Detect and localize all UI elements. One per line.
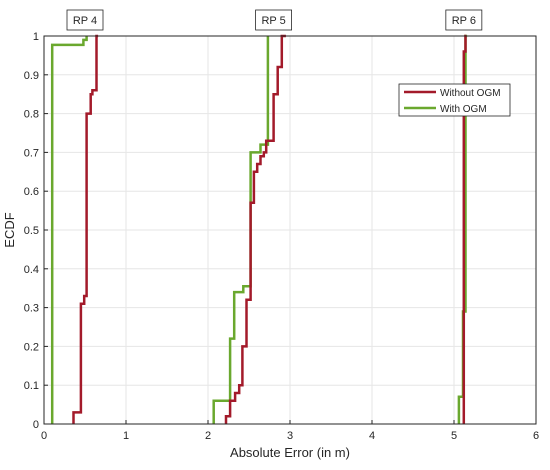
y-axis-label: ECDF: [2, 212, 17, 247]
legend: Without OGM With OGM: [398, 83, 511, 117]
series-line-rp4-without-ogm: [72, 34, 99, 424]
y-tick-label: 0.4: [24, 264, 39, 276]
annotation-label: RP 6: [452, 15, 476, 27]
x-tick-label: 6: [533, 430, 539, 442]
series-lines: [50, 34, 468, 424]
x-tick-label: 0: [41, 430, 47, 442]
y-tick-label: 0.2: [24, 341, 39, 353]
x-tick-label: 3: [287, 430, 293, 442]
axis-ticks: 0 1 2 3 4 5 6 0 0.1 0.2 0.3 0.4 0.5 0.6 0.7 0.8 0.9 1: [24, 31, 539, 442]
y-tick-label: 0: [33, 419, 39, 431]
series-line-rp5-with-ogm: [212, 36, 270, 424]
annotation-label: RP 5: [261, 15, 285, 27]
annotation-label: RP 4: [73, 15, 97, 27]
x-tick-label: 4: [369, 430, 375, 442]
legend-label-with-ogm: With OGM: [440, 104, 487, 115]
y-tick-label: 1: [33, 31, 39, 43]
series-line-rp4-with-ogm: [50, 36, 88, 424]
y-tick-label: 0.5: [24, 225, 39, 237]
y-tick-label: 0.8: [24, 109, 39, 121]
legend-label-without-ogm: Without OGM: [440, 88, 501, 99]
annotation-box: [445, 9, 483, 31]
x-tick-label: 2: [205, 430, 211, 442]
y-tick-label: 0.9: [24, 70, 39, 82]
y-tick-label: 0.3: [24, 303, 39, 315]
y-tick-label: 0.7: [24, 147, 39, 159]
y-tick-label: 0.1: [24, 380, 39, 392]
rp-annotations: RP 4 RP 5 RP 6: [66, 9, 483, 31]
annotation-box: [66, 9, 104, 31]
x-tick-label: 5: [451, 430, 457, 442]
legend-box: [398, 83, 511, 117]
x-axis-label: Absolute Error (in m): [230, 445, 350, 460]
y-tick-label: 0.6: [24, 186, 39, 198]
series-line-rp5-without-ogm: [224, 34, 286, 424]
x-tick-label: 1: [123, 430, 129, 442]
annotation-box: [255, 9, 293, 31]
